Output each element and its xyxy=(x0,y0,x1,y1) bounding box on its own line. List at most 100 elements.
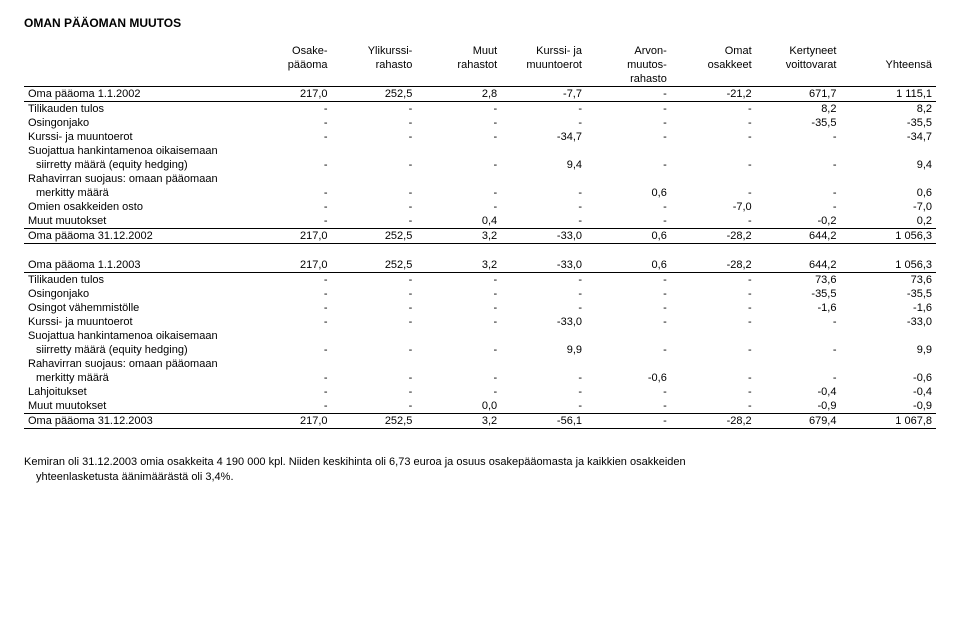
cell: - xyxy=(671,102,756,117)
cell: - xyxy=(332,385,417,399)
equity-table-2003: Oma pääoma 1.1.2003217,0252,53,2-33,00,6… xyxy=(24,258,936,429)
cell: - xyxy=(332,130,417,144)
cell: - xyxy=(332,186,417,200)
table-row: merkitty määrä-----0,6---0,6 xyxy=(24,371,936,385)
cell: - xyxy=(586,158,671,172)
cell: 217,0 xyxy=(247,258,332,273)
cell: 9,4 xyxy=(840,158,936,172)
cell: - xyxy=(756,130,841,144)
row-label: siirretty määrä (equity hedging) xyxy=(24,158,247,172)
cell: 0,0 xyxy=(416,399,501,414)
cell: - xyxy=(247,399,332,414)
cell: -0,6 xyxy=(586,371,671,385)
col-header xyxy=(501,72,586,87)
cell: - xyxy=(586,343,671,357)
cell: - xyxy=(332,273,417,288)
row-label: Rahavirran suojaus: omaan pääomaan xyxy=(24,357,247,371)
cell: 8,2 xyxy=(840,102,936,117)
cell: - xyxy=(247,186,332,200)
cell: -35,5 xyxy=(756,116,841,130)
cell: 217,0 xyxy=(247,414,332,429)
cell: - xyxy=(586,200,671,214)
row-label: Kurssi- ja muuntoerot xyxy=(24,130,247,144)
cell: - xyxy=(671,315,756,329)
cell: 0,6 xyxy=(586,258,671,273)
row-label: Oma pääoma 1.1.2002 xyxy=(24,87,247,102)
cell xyxy=(586,172,671,186)
cell: - xyxy=(671,399,756,414)
cell: -0,4 xyxy=(840,385,936,399)
cell: 252,5 xyxy=(332,258,417,273)
cell: - xyxy=(416,273,501,288)
table-row: Rahavirran suojaus: omaan pääomaan xyxy=(24,172,936,186)
cell: 252,5 xyxy=(332,87,417,102)
cell: - xyxy=(416,385,501,399)
table-row: Tilikauden tulos------73,673,6 xyxy=(24,273,936,288)
cell: - xyxy=(247,200,332,214)
cell: - xyxy=(586,273,671,288)
col-header: osakkeet xyxy=(671,58,756,72)
cell: 644,2 xyxy=(756,229,841,244)
cell: - xyxy=(332,287,417,301)
col-header: rahasto xyxy=(586,72,671,87)
cell xyxy=(416,329,501,343)
cell: 252,5 xyxy=(332,229,417,244)
table-row: siirretty määrä (equity hedging)---9,9--… xyxy=(24,343,936,357)
row-label: Osingonjako xyxy=(24,287,247,301)
cell: - xyxy=(671,130,756,144)
cell: - xyxy=(671,287,756,301)
cell: - xyxy=(247,158,332,172)
cell xyxy=(671,144,756,158)
row-label: Tilikauden tulos xyxy=(24,273,247,288)
cell: 217,0 xyxy=(247,87,332,102)
cell xyxy=(247,357,332,371)
cell: - xyxy=(671,214,756,229)
cell: - xyxy=(416,315,501,329)
cell: - xyxy=(332,315,417,329)
col-header xyxy=(840,72,936,87)
table-body-2003: Oma pääoma 1.1.2003217,0252,53,2-33,00,6… xyxy=(24,258,936,429)
cell: -28,2 xyxy=(671,229,756,244)
cell: -28,2 xyxy=(671,414,756,429)
row-label: siirretty määrä (equity hedging) xyxy=(24,343,247,357)
cell: 0,2 xyxy=(840,214,936,229)
cell: - xyxy=(586,414,671,429)
col-header xyxy=(840,44,936,58)
footnote-line: yhteenlasketusta äänimäärästä oli 3,4%. xyxy=(24,471,234,483)
table-row: Suojattua hankintamenoa oikaisemaan xyxy=(24,144,936,158)
cell: 73,6 xyxy=(756,273,841,288)
cell: - xyxy=(671,186,756,200)
cell: -33,0 xyxy=(501,315,586,329)
row-label: Tilikauden tulos xyxy=(24,102,247,117)
cell xyxy=(586,329,671,343)
cell xyxy=(586,357,671,371)
cell: -28,2 xyxy=(671,258,756,273)
cell: 1 056,3 xyxy=(840,229,936,244)
table-row: Oma pääoma 1.1.2003217,0252,53,2-33,00,6… xyxy=(24,258,936,273)
cell: - xyxy=(671,371,756,385)
cell xyxy=(332,357,417,371)
cell xyxy=(501,172,586,186)
cell: -0,6 xyxy=(840,371,936,385)
cell: 3,2 xyxy=(416,414,501,429)
cell xyxy=(586,144,671,158)
cell: - xyxy=(501,287,586,301)
cell: -33,0 xyxy=(501,229,586,244)
cell xyxy=(247,144,332,158)
table-row: merkitty määrä----0,6--0,6 xyxy=(24,186,936,200)
cell: - xyxy=(416,186,501,200)
cell xyxy=(501,329,586,343)
col-header: rahasto xyxy=(332,58,417,72)
col-header: muuntoerot xyxy=(501,58,586,72)
cell: 2,8 xyxy=(416,87,501,102)
cell: 679,4 xyxy=(756,414,841,429)
table-row: Oma pääoma 31.12.2003217,0252,53,2-56,1-… xyxy=(24,414,936,429)
table-row: Osingonjako-------35,5-35,5 xyxy=(24,287,936,301)
cell: 3,2 xyxy=(416,229,501,244)
cell: - xyxy=(501,371,586,385)
cell: - xyxy=(586,116,671,130)
cell: -7,0 xyxy=(671,200,756,214)
cell xyxy=(501,144,586,158)
cell: -0,9 xyxy=(840,399,936,414)
col-header: Arvon- xyxy=(586,44,671,58)
